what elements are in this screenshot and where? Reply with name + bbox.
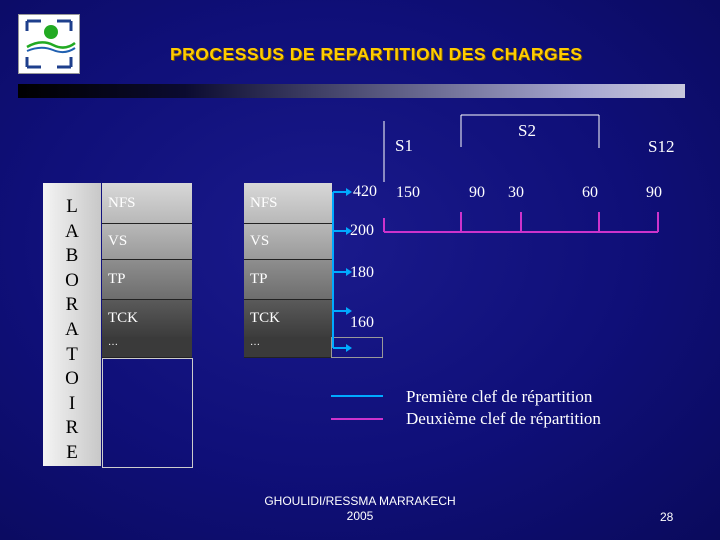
legend-second-label: Deuxième clef de répartition <box>406 409 601 428</box>
value-label: 200 <box>350 222 374 239</box>
sidebar-letter: R <box>65 294 79 316</box>
logo-icon <box>25 19 76 69</box>
table-row: VS <box>244 224 332 260</box>
sidebar-letter: B <box>65 245 79 267</box>
table-row: VS <box>102 224 192 260</box>
sidebar-letter: R <box>65 417 79 439</box>
sidebar-letter: O <box>65 269 79 291</box>
table-empty-area <box>102 358 193 468</box>
header-s1: S1 <box>395 136 413 155</box>
sidebar-letter: A <box>65 220 79 242</box>
value-label: 420 <box>353 183 377 200</box>
laboratoire-column: L A B O R A T O I R E <box>43 183 101 466</box>
table-row: … <box>244 337 332 358</box>
sidebar-letter: E <box>66 441 78 463</box>
footer-author: GHOULIDI/RESSMA MARRAKECH <box>264 494 456 508</box>
sidebar-letter: L <box>66 196 78 217</box>
title-divider <box>18 84 685 98</box>
second-key-value: 90 <box>469 184 485 201</box>
second-key-value: 150 <box>396 184 420 201</box>
table-row: NFS <box>102 183 192 224</box>
header-s12: S12 <box>648 137 675 156</box>
second-key-value: 60 <box>582 184 598 201</box>
sidebar-letter: O <box>65 368 79 390</box>
sidebar-letter: I <box>68 392 76 414</box>
logo <box>18 14 80 74</box>
table-row: NFS <box>244 183 332 224</box>
legend-first-label: Première clef de répartition <box>406 387 593 406</box>
value-label: 160 <box>350 314 374 331</box>
table-row: … <box>102 337 192 358</box>
value-label: 180 <box>350 264 374 281</box>
second-key-value: 90 <box>646 184 662 201</box>
sidebar-letter: T <box>66 343 78 365</box>
table-row: TP <box>244 260 332 300</box>
footer: GHOULIDI/RESSMA MARRAKECH 2005 <box>240 494 480 524</box>
table-row: TP <box>102 260 192 300</box>
sidebar-letter: A <box>65 318 79 340</box>
value-box <box>331 337 383 358</box>
page-title: PROCESSUS DE REPARTITION DES CHARGES <box>170 44 583 64</box>
header-s2: S2 <box>518 121 536 140</box>
footer-year: 2005 <box>346 509 374 523</box>
page-number: 28 <box>660 510 674 524</box>
second-key-value: 30 <box>508 184 524 201</box>
